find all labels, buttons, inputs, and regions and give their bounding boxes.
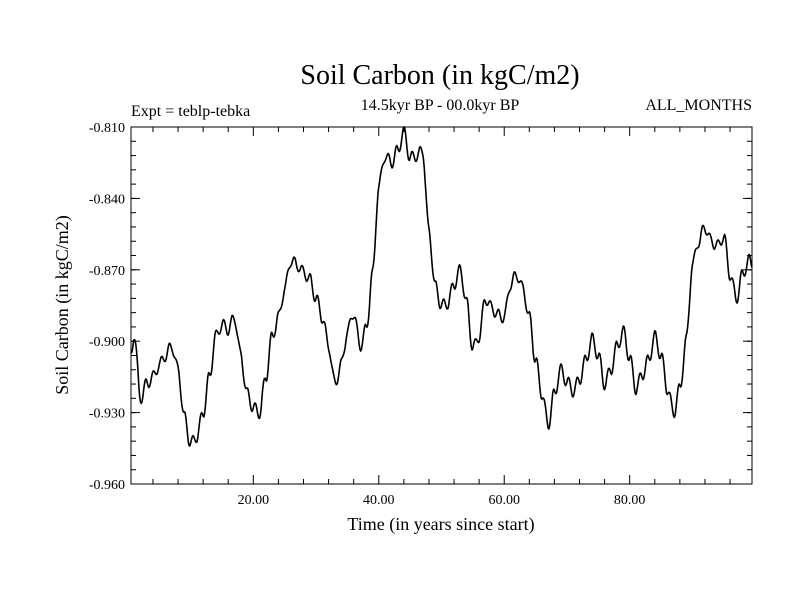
y-tick-label: -0.810	[89, 121, 125, 136]
y-tick-label: -0.930	[89, 407, 125, 422]
x-tick-label: 60.00	[488, 493, 520, 508]
x-tick-label: 80.00	[614, 493, 646, 508]
x-axis-label: Time (in years since start)	[347, 514, 534, 535]
y-axis-label: Soil Carbon (in kgC/m2)	[52, 215, 73, 395]
y-tick-label: -0.960	[89, 478, 125, 493]
x-axis-ticks: 20.00 40.00 60.00 80.00	[152, 127, 731, 508]
experiment-label: Expt = teblp-tebka	[131, 103, 250, 120]
x-tick-label: 40.00	[363, 493, 395, 508]
y-tick-label: -0.840	[89, 192, 125, 207]
y-axis-ticks: -0.810 -0.840 -0.870 -0.900 -0.930 -0.960	[89, 121, 752, 493]
x-tick-label: 20.00	[238, 493, 270, 508]
plot-frame	[130, 126, 753, 485]
months-label: ALL_MONTHS	[645, 97, 752, 114]
chart-title: Soil Carbon (in kgC/m2)	[300, 60, 579, 91]
y-tick-label: -0.900	[89, 335, 125, 350]
chart-subtitle: 14.5kyr BP - 00.0kyr BP	[361, 97, 520, 114]
y-tick-label: -0.870	[89, 264, 125, 279]
series-line-soil-carbon	[130, 126, 753, 447]
